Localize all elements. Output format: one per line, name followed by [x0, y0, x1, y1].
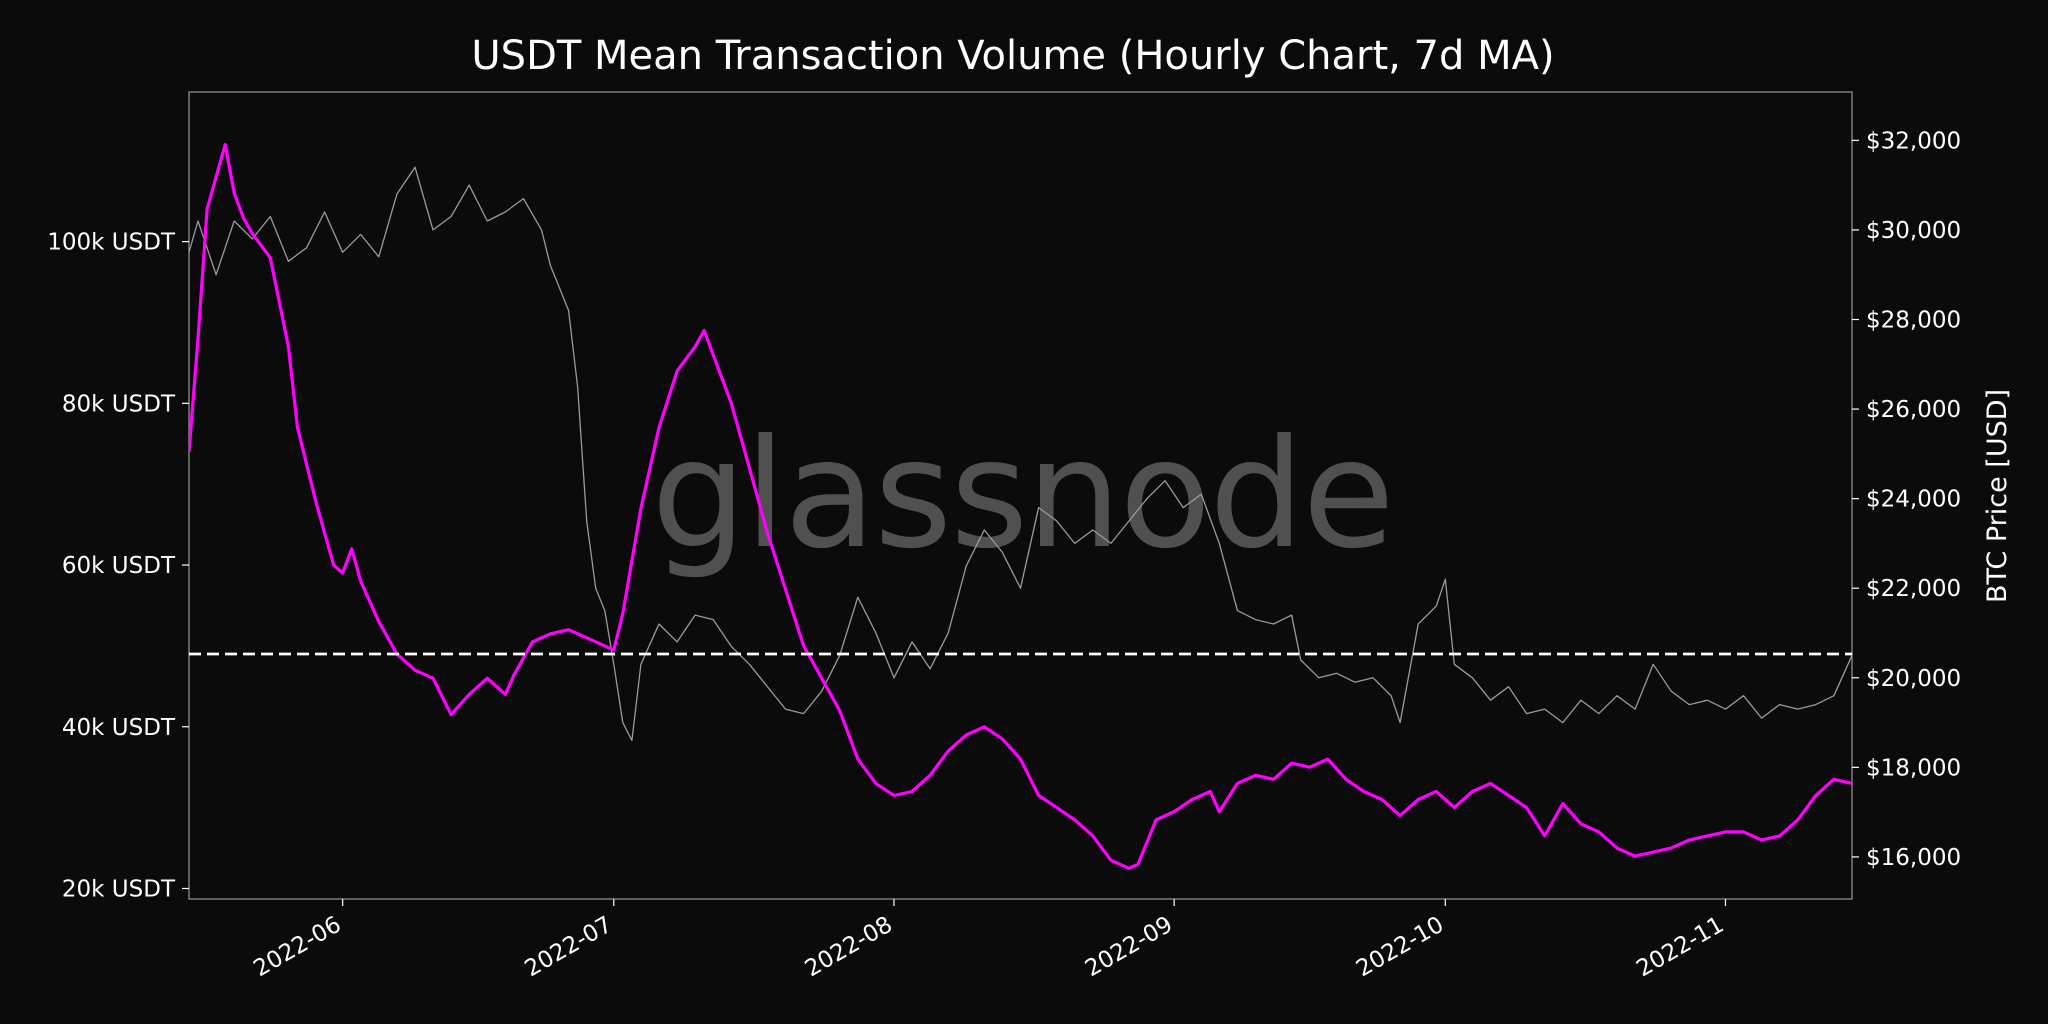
- left-tick-label: 60k USDT: [62, 553, 176, 579]
- right-tick-label: $22,000: [1866, 576, 1961, 602]
- right-tick-label: $30,000: [1866, 218, 1961, 244]
- left-y-axis: 20k USDT 40k USDT 60k USDT 80k USDT 100k USD…: [47, 230, 189, 902]
- plot-area-frame: [188, 91, 1853, 900]
- left-tick-label: 80k USDT: [62, 391, 176, 417]
- right-tick-label: $18,000: [1866, 755, 1961, 781]
- right-tick-label: $20,000: [1866, 666, 1961, 692]
- left-tick-label: 20k USDT: [62, 876, 176, 902]
- right-tick-label: $24,000: [1866, 487, 1961, 513]
- right-y-axis: $16,000 $18,000 $20,000 $22,000 $24,000 $26,0…: [1852, 128, 1961, 871]
- right-tick-label: $28,000: [1866, 308, 1961, 334]
- left-tick-label: 40k USDT: [62, 715, 176, 741]
- chart-title: USDT Mean Transaction Volume (Hourly Cha…: [471, 33, 1554, 79]
- usdt-volume-line: [189, 143, 1852, 870]
- left-tick-label: 100k USDT: [47, 230, 176, 256]
- series-layer: [189, 143, 1852, 870]
- right-tick-label: $26,000: [1866, 397, 1961, 423]
- right-tick-label: $32,000: [1866, 128, 1961, 154]
- glassnode-watermark: glassnode: [651, 408, 1392, 582]
- right-tick-label: $16,000: [1866, 845, 1961, 871]
- right-axis-label: BTC Price [USD]: [1982, 389, 2013, 603]
- btc-price-line: [189, 166, 1852, 742]
